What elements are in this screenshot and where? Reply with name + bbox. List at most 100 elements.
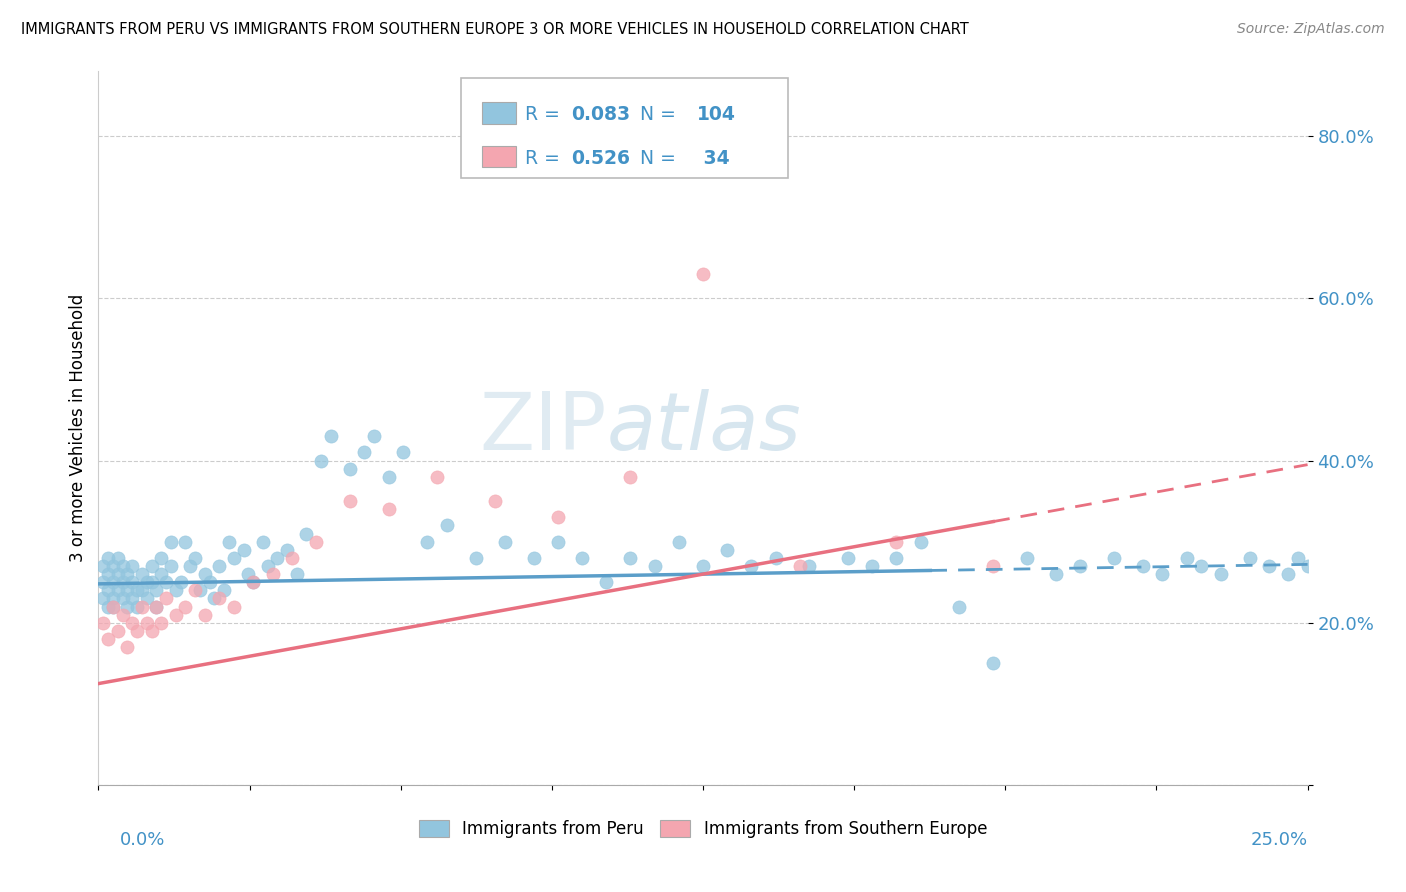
Point xyxy=(619,470,641,484)
Point xyxy=(1175,550,1198,565)
Text: atlas: atlas xyxy=(606,389,801,467)
Point xyxy=(97,599,120,614)
Point xyxy=(204,591,226,606)
Text: R =: R = xyxy=(526,105,567,124)
Point xyxy=(339,494,361,508)
Point xyxy=(392,445,415,459)
Point xyxy=(1306,567,1329,582)
Point xyxy=(1045,567,1067,582)
Point xyxy=(218,534,240,549)
Point xyxy=(740,559,762,574)
Point xyxy=(266,550,288,565)
Point xyxy=(141,575,163,590)
Point xyxy=(150,615,173,630)
Point xyxy=(131,567,153,582)
Point xyxy=(160,534,183,549)
Point xyxy=(1152,567,1174,582)
Point xyxy=(155,591,177,606)
Text: IMMIGRANTS FROM PERU VS IMMIGRANTS FROM SOUTHERN EUROPE 3 OR MORE VEHICLES IN HO: IMMIGRANTS FROM PERU VS IMMIGRANTS FROM … xyxy=(21,22,969,37)
Point xyxy=(135,591,157,606)
Point xyxy=(353,445,375,459)
Point xyxy=(547,510,569,524)
Point xyxy=(222,550,245,565)
Point xyxy=(107,583,129,598)
Point xyxy=(91,591,114,606)
Point xyxy=(117,567,139,582)
Point xyxy=(184,550,207,565)
Point xyxy=(101,599,124,614)
Point xyxy=(145,599,167,614)
Point xyxy=(101,559,124,574)
Point xyxy=(145,583,167,598)
Point xyxy=(212,583,235,598)
Point xyxy=(285,567,308,582)
Point xyxy=(262,567,284,582)
Point xyxy=(416,534,439,549)
Point xyxy=(208,591,231,606)
Point xyxy=(111,591,134,606)
Point xyxy=(692,267,714,281)
Point xyxy=(1189,559,1212,574)
Point xyxy=(799,559,821,574)
Point xyxy=(174,534,197,549)
Point xyxy=(184,583,207,598)
Point xyxy=(232,542,254,557)
Point xyxy=(97,632,120,646)
Point xyxy=(1015,550,1038,565)
Text: N =: N = xyxy=(628,149,682,168)
Point xyxy=(160,559,183,574)
Point xyxy=(484,494,506,508)
Point xyxy=(121,591,143,606)
Point xyxy=(1102,550,1125,565)
Point xyxy=(252,534,274,549)
Point xyxy=(135,575,157,590)
Point xyxy=(981,657,1004,671)
Point xyxy=(165,607,187,622)
Point xyxy=(97,550,120,565)
Point xyxy=(668,534,690,549)
Point xyxy=(194,607,217,622)
Point xyxy=(101,575,124,590)
Point xyxy=(135,615,157,630)
Text: R =: R = xyxy=(526,149,567,168)
Point xyxy=(198,575,221,590)
Point xyxy=(121,575,143,590)
Point xyxy=(644,559,666,574)
Point xyxy=(377,470,399,484)
Point xyxy=(97,567,120,582)
Text: 0.0%: 0.0% xyxy=(120,831,165,849)
Point xyxy=(305,534,328,549)
Point xyxy=(436,518,458,533)
Text: 0.526: 0.526 xyxy=(571,149,630,168)
Point xyxy=(117,583,139,598)
Text: N =: N = xyxy=(628,105,682,124)
Point xyxy=(276,542,298,557)
Point xyxy=(127,583,149,598)
Point xyxy=(948,599,970,614)
Point xyxy=(141,624,163,638)
Point xyxy=(111,575,134,590)
Point xyxy=(860,559,883,574)
Point xyxy=(886,550,908,565)
Point xyxy=(169,575,191,590)
Point xyxy=(1239,550,1261,565)
Point xyxy=(91,615,114,630)
Point xyxy=(121,615,143,630)
Point xyxy=(523,550,546,565)
Point xyxy=(1257,559,1279,574)
Point xyxy=(910,534,932,549)
Point xyxy=(765,550,787,565)
Point xyxy=(1069,559,1091,574)
Point xyxy=(117,640,139,654)
Text: 0.083: 0.083 xyxy=(571,105,630,124)
Point xyxy=(571,550,593,565)
Point xyxy=(111,559,134,574)
Point xyxy=(281,550,304,565)
Point xyxy=(141,559,163,574)
Point xyxy=(208,559,231,574)
Point xyxy=(107,567,129,582)
Point xyxy=(1209,567,1232,582)
Point xyxy=(174,599,197,614)
Point xyxy=(716,542,738,557)
Point xyxy=(319,429,342,443)
